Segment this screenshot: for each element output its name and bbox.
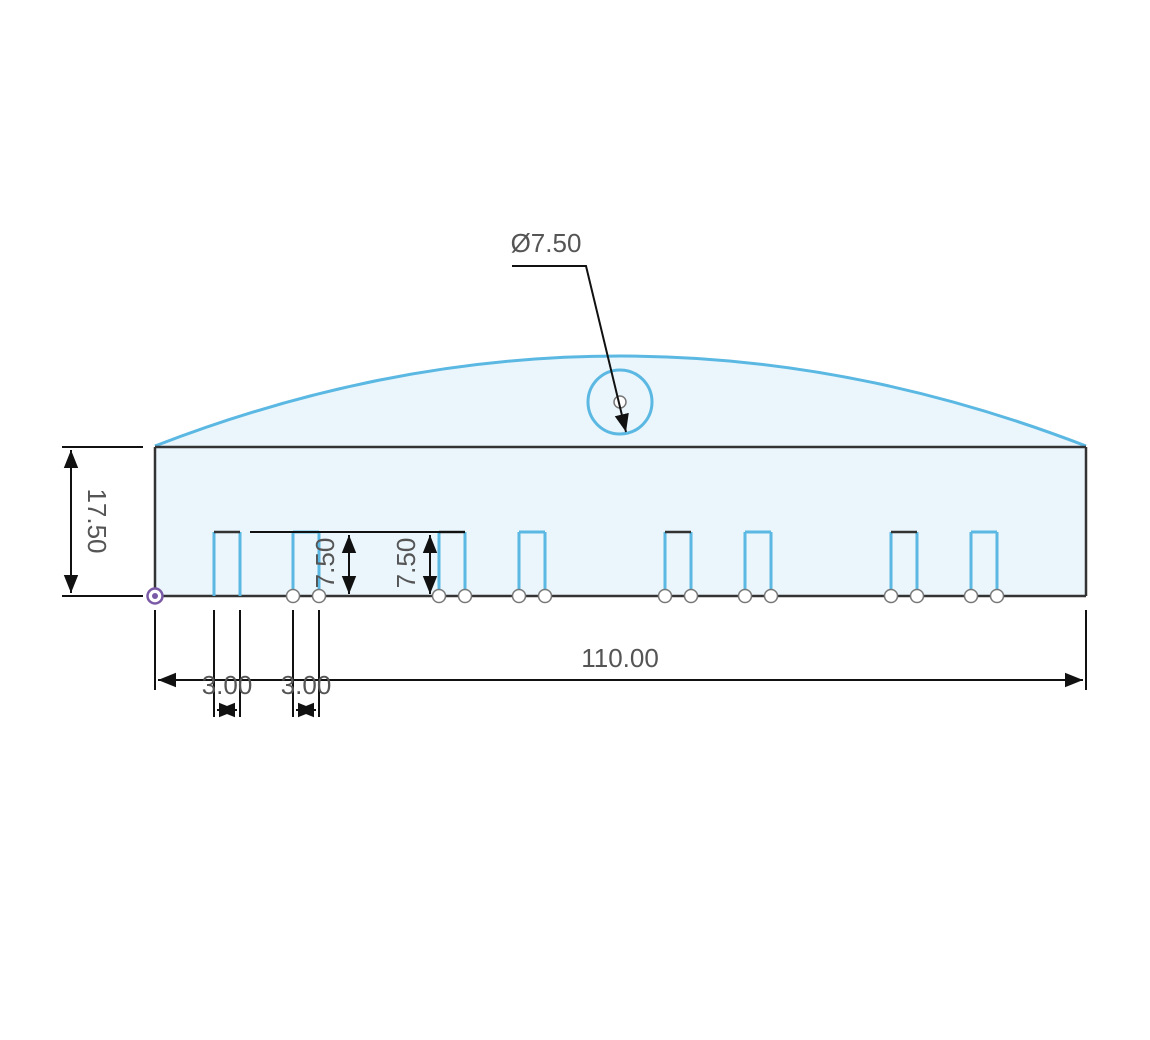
slot-4[interactable] <box>517 530 547 596</box>
slot-width-b-label[interactable]: 3.00 <box>281 670 332 700</box>
sketch-point[interactable] <box>457 588 473 604</box>
sketch-point[interactable] <box>311 588 327 604</box>
top-arc[interactable] <box>154 354 1087 448</box>
slot-6[interactable] <box>743 530 773 596</box>
total-height-label[interactable]: 17.50 <box>82 488 112 553</box>
sketch-point[interactable] <box>431 588 447 604</box>
slot-7[interactable] <box>889 530 919 596</box>
total-width-label[interactable]: 110.00 <box>581 643 659 673</box>
hole-diameter-label[interactable]: Ø7.50 <box>511 228 582 258</box>
slot-5[interactable] <box>663 530 693 596</box>
body-region-fill[interactable] <box>155 446 1086 596</box>
sketch-point[interactable] <box>511 588 527 604</box>
slot-height-b-label[interactable]: 7.50 <box>391 538 421 589</box>
sketch-point[interactable] <box>737 588 753 604</box>
hole-circle[interactable] <box>586 368 654 436</box>
sketch-point[interactable] <box>963 588 979 604</box>
sketch-point[interactable] <box>683 588 699 604</box>
sketch-point[interactable] <box>883 588 899 604</box>
diameter-leader-line[interactable] <box>512 265 629 433</box>
sketch-point[interactable] <box>763 588 779 604</box>
origin-point[interactable] <box>146 587 164 605</box>
sketch-point[interactable] <box>909 588 925 604</box>
sketch-points <box>285 588 1005 604</box>
slot-width-a-label[interactable]: 3.00 <box>202 670 253 700</box>
slot-8[interactable] <box>969 530 999 596</box>
sketch-point[interactable] <box>989 588 1005 604</box>
slot-1[interactable] <box>212 530 242 596</box>
sketch-point[interactable] <box>285 588 301 604</box>
slot-height-a-label[interactable]: 7.50 <box>310 538 340 589</box>
sketch-point[interactable] <box>657 588 673 604</box>
sketch-point[interactable] <box>537 588 553 604</box>
